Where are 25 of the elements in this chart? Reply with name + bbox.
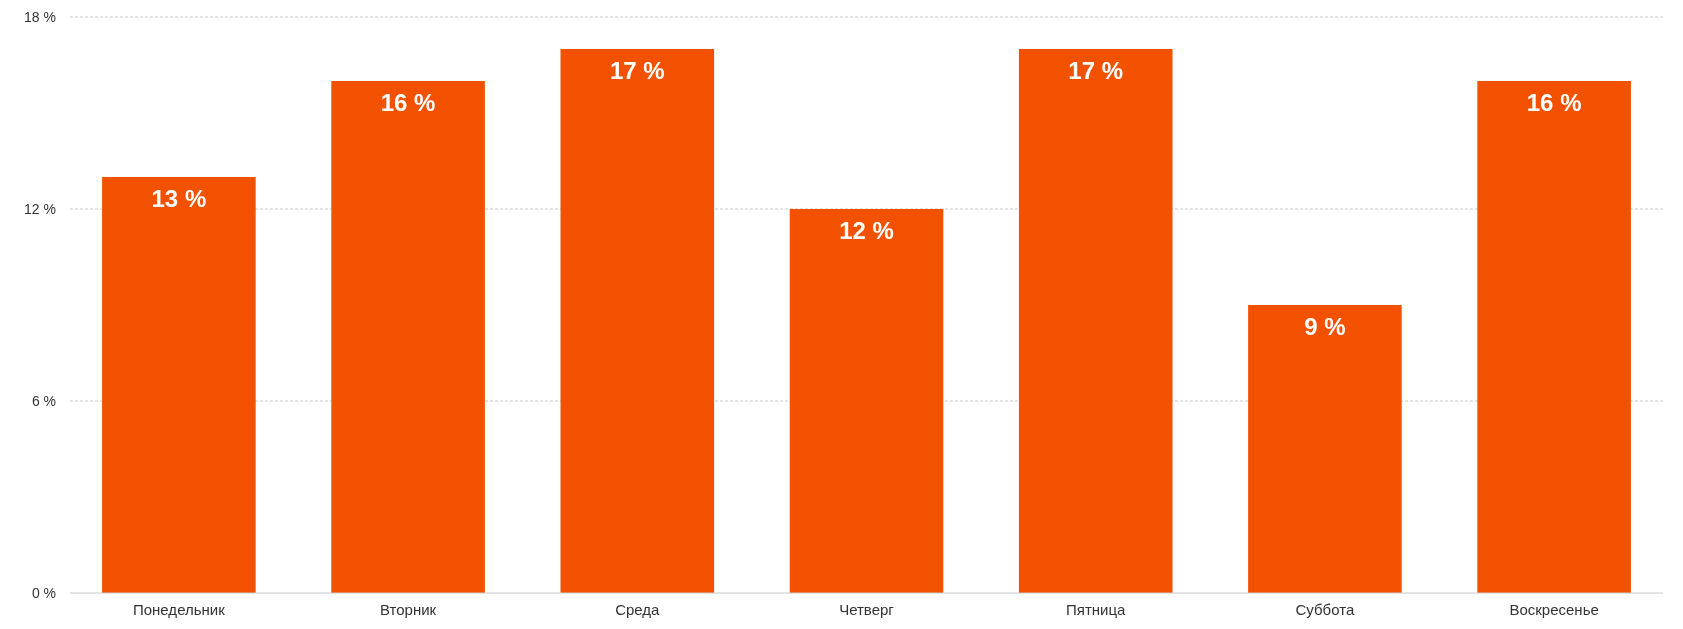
- bar: [1477, 81, 1631, 593]
- x-tick-label: Вторник: [380, 601, 437, 618]
- bar: [331, 81, 485, 593]
- bar: [560, 49, 715, 593]
- bar: [1018, 49, 1173, 593]
- data-label: 16 %: [380, 89, 436, 116]
- bar: [789, 209, 944, 593]
- x-tick-label: Пятница: [1066, 601, 1127, 618]
- data-label: 12 %: [839, 217, 894, 244]
- y-tick-label: 6 %: [31, 392, 56, 409]
- y-tick-label: 12 %: [24, 200, 56, 217]
- y-tick-label: 18 %: [24, 8, 56, 25]
- x-tick-label: Суббота: [1295, 601, 1355, 618]
- x-tick-label: Понедельник: [132, 601, 226, 618]
- data-label: 17 %: [1068, 57, 1124, 84]
- x-tick-label: Среда: [615, 601, 661, 618]
- bar: [1248, 305, 1402, 593]
- bar: [102, 177, 256, 593]
- x-tick-label: Воскресенье: [1509, 601, 1599, 618]
- x-tick-label: Четверг: [839, 601, 895, 618]
- y-tick-label: 0 %: [31, 584, 56, 601]
- data-label: 16 %: [1526, 89, 1582, 116]
- data-label: 9 %: [1304, 313, 1346, 340]
- data-label: 17 %: [609, 57, 665, 84]
- data-label: 13 %: [151, 185, 207, 212]
